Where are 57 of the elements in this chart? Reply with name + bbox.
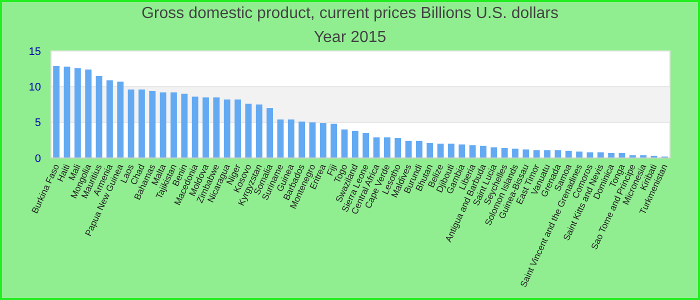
bar <box>352 130 358 158</box>
bar <box>330 124 338 158</box>
bar <box>320 123 326 158</box>
bar <box>202 97 209 158</box>
bar <box>192 96 198 158</box>
bar <box>234 100 241 158</box>
bar <box>426 143 434 158</box>
bar <box>224 100 230 158</box>
bar <box>96 76 102 158</box>
bar <box>170 92 177 158</box>
bar <box>437 144 444 158</box>
bar <box>448 144 454 158</box>
bar <box>480 146 486 158</box>
bar <box>362 133 370 158</box>
bar <box>458 144 466 158</box>
bar <box>416 140 422 158</box>
bar <box>565 150 572 158</box>
bar <box>128 90 134 158</box>
bar <box>64 66 70 158</box>
y-tick-label: 10 <box>28 82 41 94</box>
bar <box>117 82 124 158</box>
bar <box>106 80 113 158</box>
bar <box>533 150 540 158</box>
bar <box>554 150 562 158</box>
y-tick-label: 5 <box>34 117 41 130</box>
bar <box>74 68 81 158</box>
bar <box>405 140 412 158</box>
bar <box>149 90 156 158</box>
bar <box>469 145 476 158</box>
y-tick-label: 15 <box>28 46 41 58</box>
bar <box>53 66 60 158</box>
bar <box>256 104 262 158</box>
bar <box>277 119 284 158</box>
bar <box>373 137 380 158</box>
bar <box>138 90 145 158</box>
bar <box>394 138 402 158</box>
bar <box>85 70 92 158</box>
bar <box>341 129 348 158</box>
bar <box>160 92 166 158</box>
bar <box>213 97 220 158</box>
bar <box>608 153 615 158</box>
bar <box>298 122 306 158</box>
bar <box>245 104 252 158</box>
bar <box>522 149 530 158</box>
bar <box>501 148 508 158</box>
bar <box>490 147 498 158</box>
bar <box>288 119 294 158</box>
bar <box>181 94 188 158</box>
bar <box>512 148 518 158</box>
bar <box>266 108 273 158</box>
bar <box>309 122 316 158</box>
bar <box>384 137 390 158</box>
bar <box>576 152 582 158</box>
y-tick-label: 0 <box>34 152 41 165</box>
chart-title: Gross domestic product, current prices Billions U.S. dollars <box>141 5 559 22</box>
chart-subtitle: Year 2015 <box>314 29 386 46</box>
bar <box>544 150 550 158</box>
